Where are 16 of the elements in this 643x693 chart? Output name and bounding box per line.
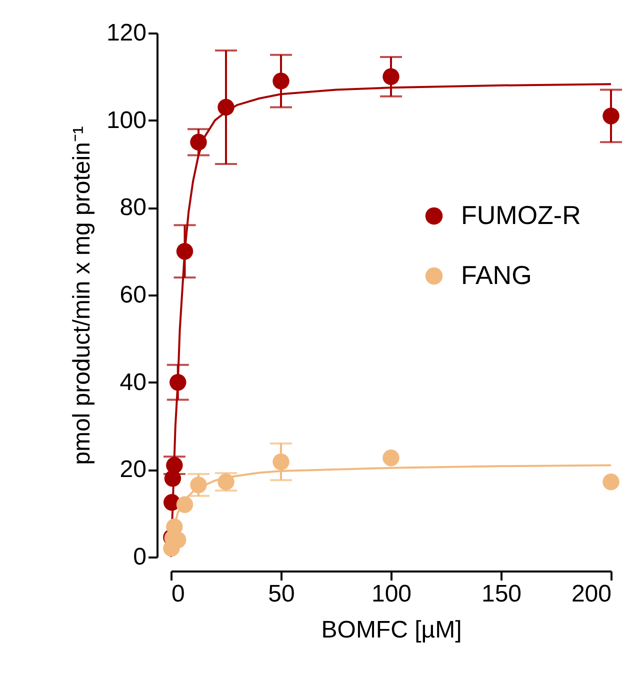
y-tick-label: 20 bbox=[120, 456, 146, 484]
y-tick-label: 120 bbox=[106, 20, 146, 46]
x-tick-label: 150 bbox=[481, 580, 522, 608]
y-tick-label: 40 bbox=[120, 368, 146, 396]
x-tick-label: 50 bbox=[268, 580, 295, 608]
y-tick-label: 60 bbox=[120, 282, 146, 308]
x-tick-label: 100 bbox=[371, 580, 412, 608]
y-tick-label: 80 bbox=[120, 194, 146, 222]
y-tick-label: 0 bbox=[133, 544, 146, 570]
y-tick-label: 100 bbox=[106, 106, 146, 134]
legend-label: FANG bbox=[461, 260, 532, 290]
x-tick-label: 0 bbox=[172, 580, 185, 608]
legend-label: FUMOZ-R bbox=[461, 200, 581, 230]
y-axis-title: pmol product/min x mg protein⁻¹ bbox=[68, 126, 96, 465]
x-axis-title: BOMFC [µM] bbox=[321, 616, 462, 644]
x-tick-label: 200 bbox=[571, 580, 612, 608]
